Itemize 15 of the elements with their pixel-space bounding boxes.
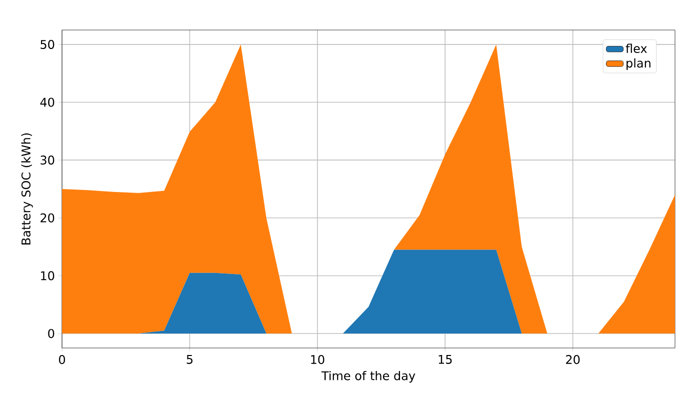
y-tick-label: 40: [40, 98, 54, 107]
legend-label: plan: [626, 58, 650, 70]
y-tick-label: 20: [40, 213, 54, 222]
x-tick-label: 15: [438, 355, 452, 364]
y-axis-title: Battery SOC (kWh): [21, 133, 33, 244]
x-tick-label: 10: [311, 355, 324, 364]
x-axis-title: Time of the day: [321, 370, 416, 383]
legend-label: flex: [626, 44, 647, 54]
y-tick-label: 0: [48, 328, 54, 338]
x-tick-label: 5: [186, 355, 192, 364]
y-tick-label: 30: [40, 156, 54, 165]
x-tick-label: 20: [566, 355, 580, 364]
y-tick-label: 50: [40, 40, 54, 49]
y-tick-label: 10: [41, 271, 54, 280]
x-tick-label: 0: [58, 355, 66, 364]
